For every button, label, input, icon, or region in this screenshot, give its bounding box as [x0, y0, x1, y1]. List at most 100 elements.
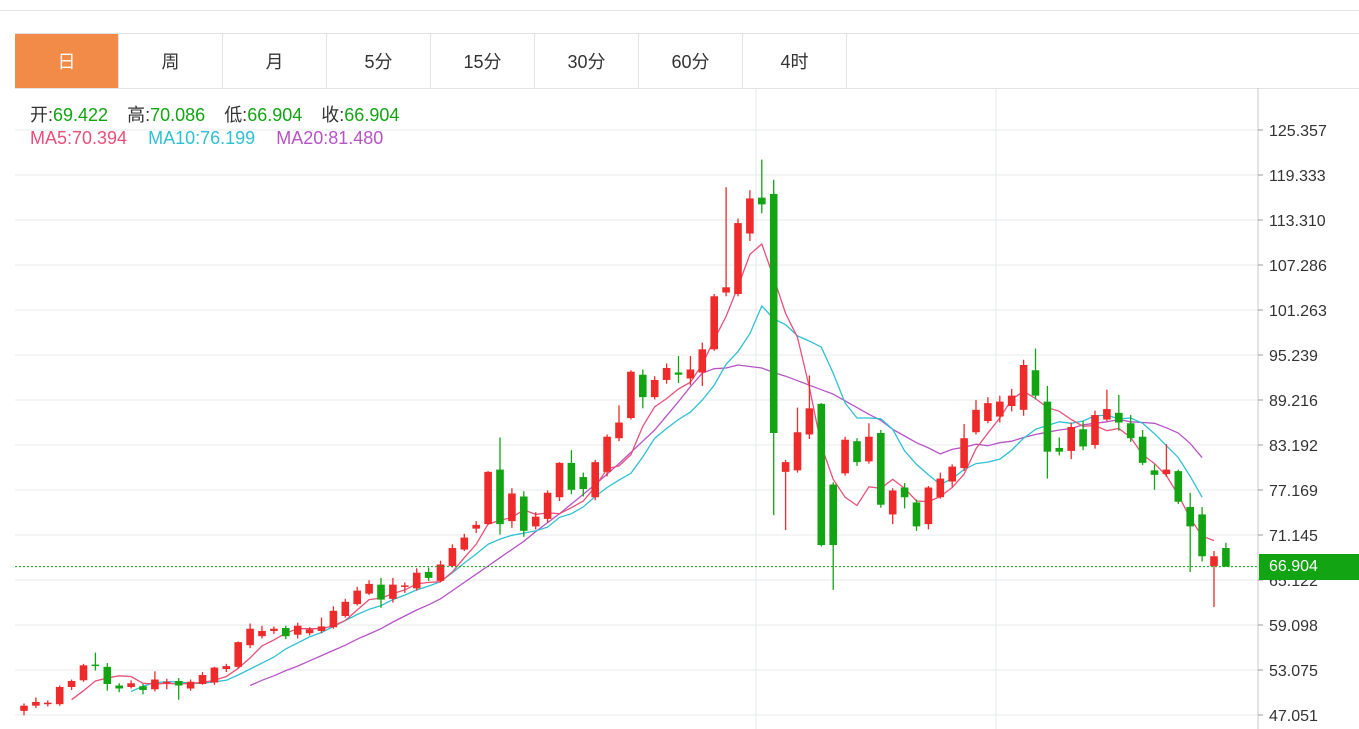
ma5-value: 70.394: [72, 128, 128, 148]
candle-body: [1210, 556, 1218, 566]
candle-body: [615, 422, 623, 439]
ma5-label: MA5:: [30, 128, 73, 148]
candle-body: [686, 369, 695, 379]
candle-body: [508, 493, 516, 522]
candle-body: [888, 490, 897, 515]
ma10-line: [130, 304, 1203, 693]
candle-body: [1091, 415, 1099, 445]
y-tick-label: 119.333: [1269, 168, 1326, 185]
y-tick-label: 101.263: [1269, 303, 1327, 320]
candle-body: [650, 379, 659, 398]
candle-body: [555, 462, 564, 498]
candle-body: [924, 487, 933, 525]
ma-info: MA5:70.394 MA10:76.199 MA20:81.480: [30, 128, 383, 149]
y-tick-label: 83.192: [1269, 438, 1318, 455]
tab-4h[interactable]: 4时: [743, 34, 847, 88]
tab-15min[interactable]: 15分: [431, 34, 535, 88]
candle-body: [1019, 365, 1028, 410]
candle-body: [1103, 409, 1111, 420]
candle-body: [210, 667, 219, 683]
candle-body: [996, 401, 1004, 417]
period-tabs: 日 周 月 5分 15分 30分 60分 4时: [15, 33, 1359, 89]
candle-body: [305, 629, 314, 634]
candle-body: [936, 478, 945, 498]
candle-body: [317, 626, 326, 631]
candle-body: [710, 296, 718, 350]
candle-body: [329, 610, 338, 628]
close-label: 收:: [321, 105, 345, 125]
y-tick-label: 125.357: [1269, 123, 1327, 140]
ma10-value: 76.199: [200, 128, 256, 148]
candle-body: [639, 374, 647, 398]
candle-body: [484, 471, 492, 525]
candle-body: [270, 628, 278, 631]
tab-week[interactable]: 周: [119, 34, 223, 88]
candle-body: [579, 477, 588, 490]
candle-body: [460, 537, 469, 550]
candle-body: [20, 705, 28, 711]
candle-body: [769, 193, 778, 433]
candle-body: [948, 466, 956, 482]
candle-body: [258, 630, 266, 637]
candle-body: [1150, 470, 1159, 475]
candle-body: [543, 492, 552, 519]
candle-body: [1138, 436, 1147, 463]
candle-body: [198, 675, 207, 685]
ma10-label: MA10:: [148, 128, 201, 148]
candle-body: [805, 408, 814, 435]
candle-body: [436, 564, 445, 581]
y-tick-label: 53.075: [1269, 663, 1318, 680]
candle-body: [817, 403, 826, 546]
candle-body: [1126, 423, 1135, 439]
candle-body: [234, 642, 242, 667]
candle-body: [115, 685, 123, 689]
candle-body: [1055, 447, 1064, 452]
candle-body: [829, 484, 837, 546]
candle-body: [401, 585, 409, 587]
candle-body: [591, 462, 599, 498]
candle-body: [174, 681, 183, 686]
candle-body: [1186, 506, 1194, 527]
tab-60min[interactable]: 60分: [639, 34, 743, 88]
low-label: 低:: [224, 105, 248, 125]
candle-body: [1007, 395, 1016, 407]
y-tick-label: 89.216: [1269, 393, 1318, 410]
candlestick-chart[interactable]: 125.357 119.333 113.310 107.286 101.263 95.23…: [0, 88, 1359, 729]
high-label: 高:: [127, 105, 151, 125]
tab-month[interactable]: 月: [223, 34, 327, 88]
candle-body: [1115, 412, 1123, 423]
candle-body: [44, 702, 52, 705]
candle-body: [341, 601, 350, 617]
y-tick-label: 113.310: [1269, 213, 1326, 230]
close-value: 66.904: [344, 105, 400, 125]
candle-body: [841, 439, 849, 474]
candle-body: [1079, 429, 1087, 447]
candle-body: [103, 666, 112, 685]
candle-body: [746, 198, 754, 234]
candle-body: [1043, 401, 1052, 452]
tab-day[interactable]: 日: [15, 34, 119, 88]
ma20-value: 81.480: [328, 128, 384, 148]
candle-body: [139, 686, 147, 690]
candle-body: [79, 665, 88, 681]
candle-body: [186, 681, 195, 689]
candle-body: [972, 409, 980, 433]
candle-body: [853, 441, 861, 463]
ma5-line: [71, 242, 1215, 701]
ma20-line: [249, 364, 1203, 687]
candle-body: [603, 436, 611, 472]
candle-body: [222, 666, 231, 670]
candle-body: [984, 403, 992, 422]
ohlc-info: 开:69.422 高:70.086 低:66.904 收:66.904: [30, 101, 413, 127]
candle-body: [412, 572, 421, 589]
candle-body: [1222, 548, 1230, 567]
candle-body: [734, 223, 742, 295]
candle-body: [520, 496, 528, 531]
candle-body: [960, 438, 968, 469]
tab-30min[interactable]: 30分: [535, 34, 639, 88]
y-tick-label: 71.145: [1269, 528, 1318, 545]
tab-5min[interactable]: 5分: [327, 34, 431, 88]
candle-body: [531, 516, 540, 527]
candle-body: [793, 432, 802, 471]
candle-body: [163, 681, 171, 684]
